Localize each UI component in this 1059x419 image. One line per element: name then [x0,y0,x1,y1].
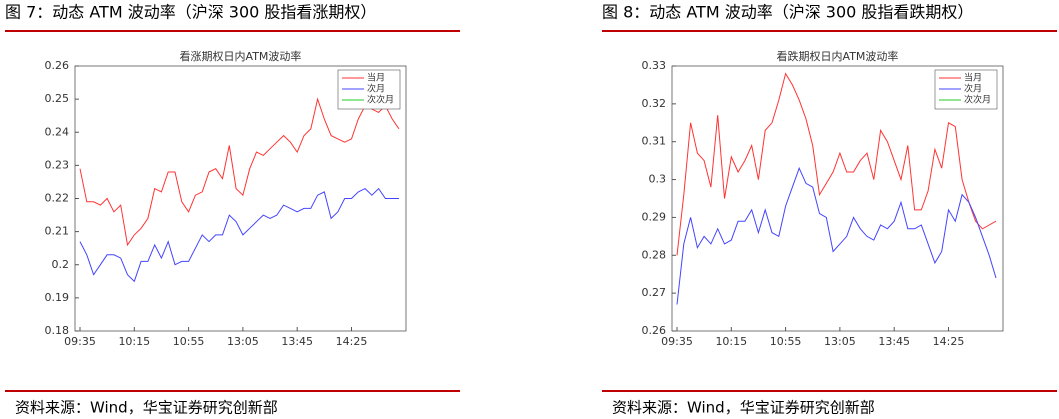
y-tick-label: 0.24 [45,125,70,138]
x-tick-label: 13:45 [281,335,313,348]
legend-label: 当月 [964,72,982,84]
y-tick-label: 0.23 [45,158,70,171]
legend-label: 次次月 [367,94,394,106]
legend-label: 次月 [964,83,982,95]
y-tick-label: 0.25 [45,92,70,105]
x-tick-label: 10:55 [173,335,205,348]
y-tick-label: 0.29 [642,210,667,223]
y-tick-label: 0.32 [642,97,667,110]
y-tick-label: 0.26 [642,324,667,337]
chart-title: 看涨期权日内ATM波动率 [180,49,302,63]
y-tick-label: 0.18 [45,324,70,337]
figure-source: 资料来源：Wind，华宝证券研究创新部 [612,399,875,417]
x-tick-label: 13:45 [878,335,910,348]
legend-label: 次月 [367,83,385,95]
series-line [676,166,997,305]
x-tick-label: 10:15 [715,335,747,348]
y-tick-label: 0.33 [642,59,667,72]
y-tick-label: 0.26 [45,59,70,72]
figure-caption: 图 7：动态 ATM 波动率（沪深 300 股指看涨期权） [5,3,376,22]
x-tick-label: 09:35 [661,335,693,348]
y-tick-label: 0.19 [45,291,70,304]
y-tick-label: 0.2 [52,258,70,271]
x-tick-label: 13:05 [824,335,856,348]
legend-label: 当月 [367,72,385,84]
series-line [79,187,399,283]
y-tick-label: 0.21 [45,225,70,238]
figure-source: 资料来源：Wind，华宝证券研究创新部 [15,399,278,417]
plot-area [671,65,1004,332]
chart-title: 看跌期权日内ATM波动率 [777,49,899,63]
x-tick-label: 10:55 [770,335,802,348]
y-tick-label: 0.3 [649,173,667,186]
x-tick-label: 14:25 [933,335,965,348]
series-line [676,72,997,256]
x-tick-label: 10:15 [118,335,150,348]
y-tick-label: 0.22 [45,192,70,205]
y-tick-label: 0.27 [642,286,667,299]
series-line [79,97,400,247]
x-tick-label: 13:05 [227,335,259,348]
y-tick-label: 0.31 [642,135,667,148]
x-tick-label: 09:35 [64,335,96,348]
y-tick-label: 0.28 [642,248,667,261]
figure-caption: 图 8：动态 ATM 波动率（沪深 300 股指看跌期权） [602,3,973,22]
legend-label: 次次月 [964,94,991,106]
x-tick-label: 14:25 [336,335,368,348]
